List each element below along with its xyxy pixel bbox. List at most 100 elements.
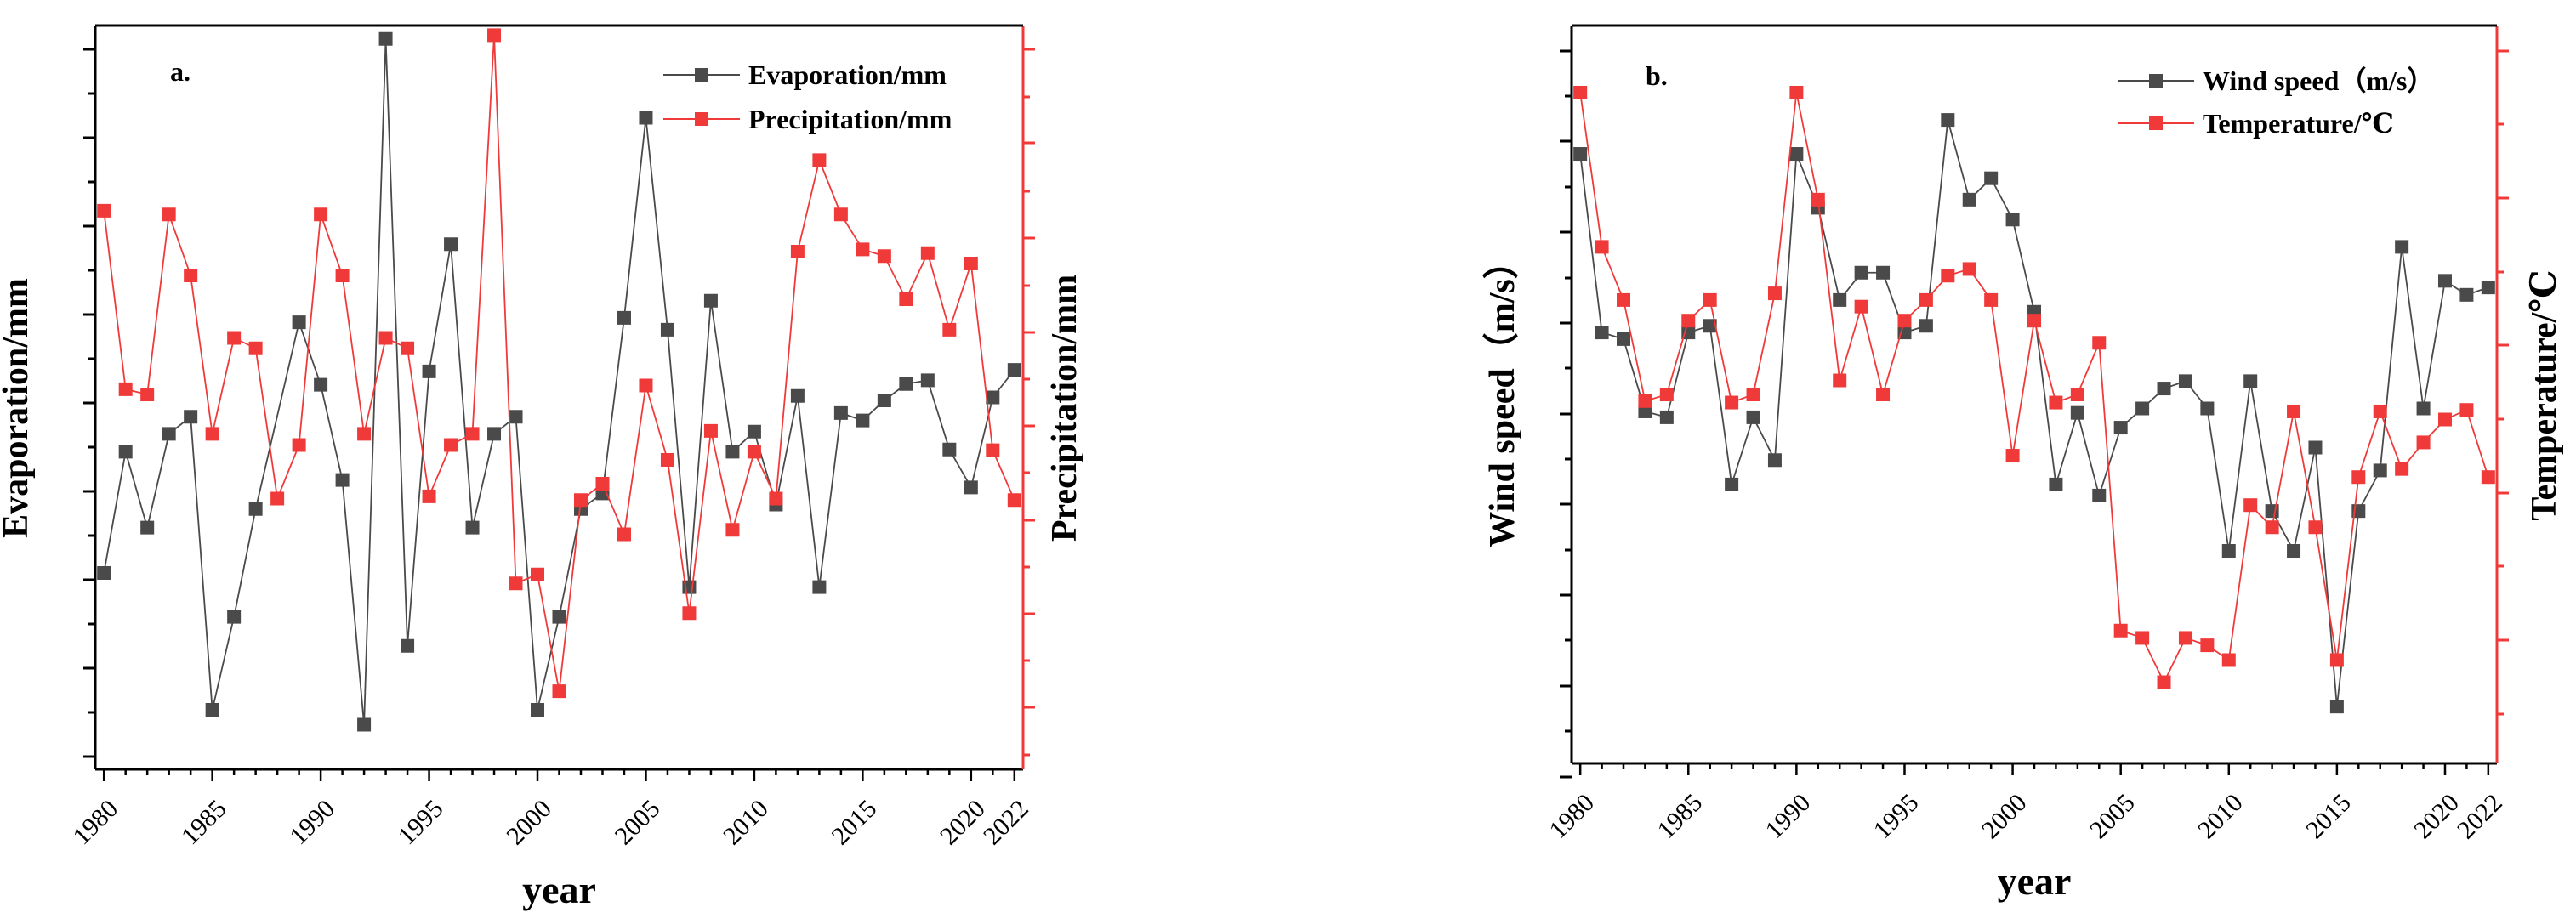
data-point bbox=[1725, 395, 1739, 410]
data-point bbox=[2070, 405, 2084, 420]
x-tick-label: 2000 bbox=[501, 795, 557, 851]
data-point bbox=[2243, 374, 2258, 388]
data-point bbox=[964, 480, 978, 495]
data-point bbox=[140, 520, 155, 535]
data-point bbox=[986, 443, 1000, 457]
data-point bbox=[97, 203, 111, 218]
data-point bbox=[2308, 440, 2323, 455]
data-point bbox=[1638, 394, 1652, 408]
data-point bbox=[1767, 286, 1782, 301]
data-point bbox=[270, 491, 285, 506]
data-point bbox=[703, 423, 718, 438]
data-point bbox=[1876, 388, 1891, 401]
data-point bbox=[660, 322, 674, 337]
data-point bbox=[2092, 488, 2107, 502]
data-point bbox=[856, 242, 870, 257]
data-point bbox=[1659, 388, 1674, 401]
data-point bbox=[1595, 240, 1609, 254]
data-point bbox=[1919, 319, 1933, 333]
data-point bbox=[2459, 287, 2474, 302]
data-point bbox=[2200, 638, 2215, 653]
data-point bbox=[899, 377, 913, 391]
data-point bbox=[1897, 314, 1912, 328]
x-tick-label: 1980 bbox=[67, 795, 123, 851]
data-point bbox=[942, 322, 957, 337]
data-point bbox=[335, 473, 350, 487]
data-point bbox=[1984, 292, 1999, 307]
data-point bbox=[725, 445, 740, 459]
data-point bbox=[1833, 373, 1847, 388]
data-point bbox=[2373, 463, 2387, 478]
x-tick-label: 2022 bbox=[2452, 789, 2508, 845]
data-point bbox=[1833, 292, 1847, 307]
data-point bbox=[2308, 520, 2323, 535]
data-point bbox=[2135, 401, 2150, 416]
data-point bbox=[465, 427, 480, 441]
chart-evaporation-precipitation: 1980 1985 1990 1995 2000 2005 2010 2015 20202022… bbox=[0, 24, 1084, 911]
x-tick-label: 2000 bbox=[1976, 789, 2033, 845]
data-point bbox=[725, 523, 740, 537]
x-tick-label: 2010 bbox=[718, 795, 774, 851]
data-point bbox=[899, 292, 913, 306]
data-point bbox=[2329, 653, 2344, 667]
data-point bbox=[986, 390, 1000, 405]
data-point bbox=[2416, 401, 2431, 416]
data-point bbox=[2027, 314, 2041, 328]
data-point bbox=[1854, 299, 1868, 314]
x-tick-label: 1995 bbox=[1868, 789, 1925, 845]
data-point bbox=[118, 445, 133, 459]
data-point bbox=[378, 331, 393, 345]
data-point bbox=[2221, 653, 2236, 667]
legend-label: Evaporation/mm bbox=[748, 60, 947, 90]
legend-label: Wind speed（m/s） bbox=[2203, 65, 2434, 96]
data-point bbox=[639, 111, 653, 125]
x-tick-label: 1990 bbox=[1760, 789, 1817, 845]
data-point bbox=[2395, 462, 2409, 476]
x-tick-label: 2020 bbox=[935, 795, 991, 851]
data-point bbox=[2416, 435, 2431, 450]
data-point bbox=[184, 269, 198, 282]
x-tick-label: 1985 bbox=[1652, 789, 1708, 845]
x-axis-title: year bbox=[522, 868, 596, 911]
data-point bbox=[357, 427, 372, 441]
data-point bbox=[205, 427, 219, 441]
data-point bbox=[357, 717, 372, 732]
data-point bbox=[2265, 520, 2279, 535]
data-point bbox=[2070, 388, 2084, 401]
data-point bbox=[552, 610, 566, 624]
data-point bbox=[509, 410, 523, 424]
data-point bbox=[1789, 147, 1804, 162]
data-point bbox=[595, 477, 610, 491]
data-point bbox=[573, 493, 588, 508]
data-point bbox=[920, 373, 935, 388]
data-point bbox=[531, 703, 545, 717]
x-axis-title: year bbox=[1998, 859, 2072, 903]
data-point bbox=[248, 341, 263, 355]
right-y-axis-title: Precipitation/mm bbox=[1045, 275, 1084, 542]
data-point bbox=[1746, 388, 1760, 401]
data-point bbox=[509, 576, 523, 591]
data-point bbox=[162, 207, 176, 222]
data-point bbox=[2481, 470, 2495, 485]
data-point bbox=[1659, 410, 1674, 424]
data-point bbox=[942, 442, 957, 456]
data-point bbox=[2437, 274, 2452, 288]
x-tick-label: 2022 bbox=[978, 795, 1034, 851]
legend-marker bbox=[695, 68, 708, 82]
data-point bbox=[248, 502, 263, 516]
data-point bbox=[314, 377, 328, 392]
data-point bbox=[1617, 332, 1631, 346]
x-tick-label: 2015 bbox=[827, 795, 883, 851]
data-point bbox=[1854, 265, 1868, 280]
x-tick-label: 2020 bbox=[2408, 789, 2465, 845]
data-point bbox=[97, 566, 111, 580]
data-point bbox=[2287, 404, 2301, 418]
data-point bbox=[2178, 374, 2192, 388]
data-point bbox=[292, 315, 306, 330]
data-point bbox=[227, 610, 242, 624]
data-point bbox=[401, 341, 415, 355]
data-point bbox=[2092, 336, 2107, 350]
legend-label: Precipitation/mm bbox=[748, 104, 952, 134]
data-point bbox=[1897, 326, 1912, 340]
data-point bbox=[1767, 453, 1782, 468]
